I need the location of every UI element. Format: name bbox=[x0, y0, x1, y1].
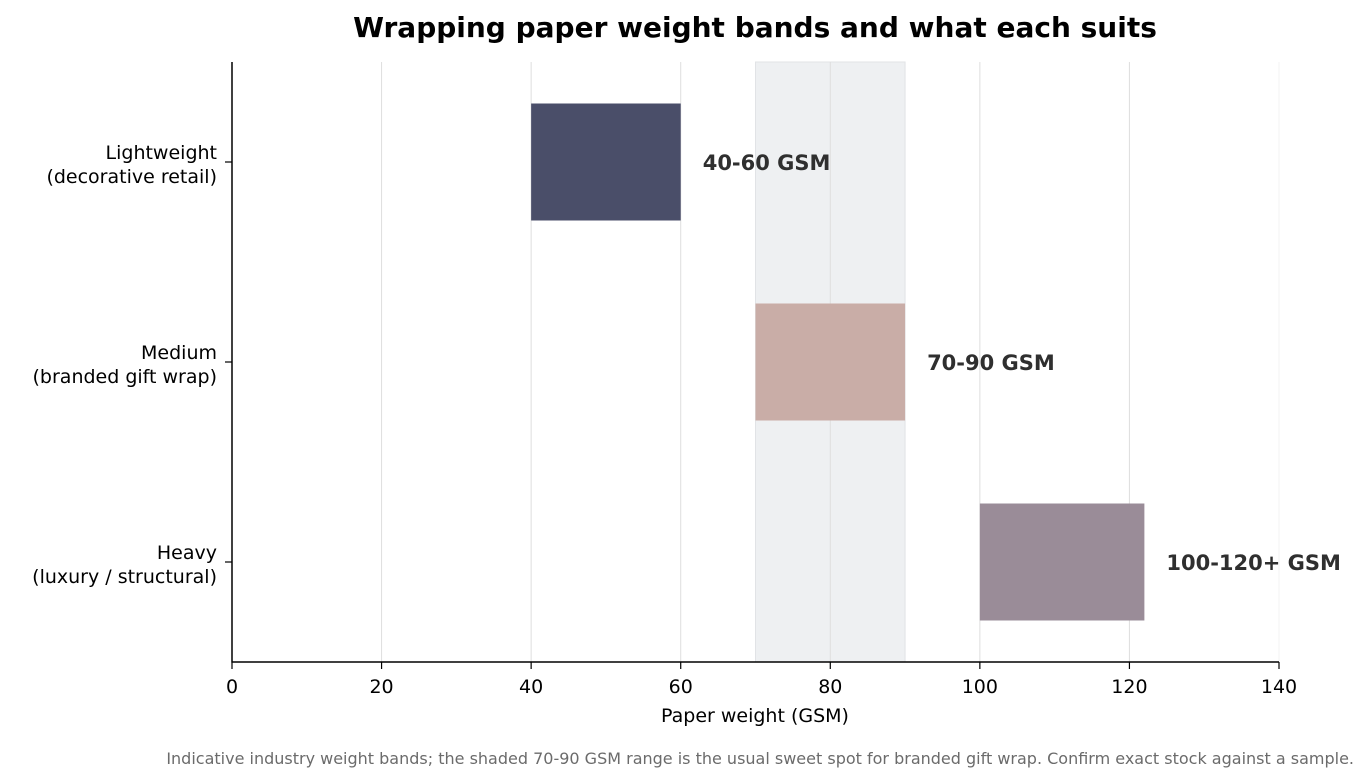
category-label-line1: Heavy bbox=[157, 542, 217, 564]
x-axis-label: Paper weight (GSM) bbox=[661, 705, 849, 727]
bar-layer: 40-60 GSM 70-90 GSM 100-120+ GSM bbox=[531, 103, 1341, 621]
bar-value-label: 40-60 GSM bbox=[703, 151, 831, 175]
category-label-line2: (branded gift wrap) bbox=[33, 366, 217, 388]
x-tick-label: 0 bbox=[226, 676, 238, 698]
category-label-line1: Lightweight bbox=[106, 142, 217, 164]
x-tick-label: 20 bbox=[369, 676, 393, 698]
x-tick-label: 140 bbox=[1261, 676, 1297, 698]
bar-2 bbox=[755, 303, 906, 421]
category-label-line2: (decorative retail) bbox=[46, 166, 217, 188]
bar-value-label: 70-90 GSM bbox=[927, 351, 1055, 375]
axis-layer: 0 20 40 60 80 100 120 140 Lightweight(decorative… bbox=[32, 62, 1297, 698]
bar-3 bbox=[979, 503, 1145, 621]
category-label-line1: Medium bbox=[141, 342, 217, 364]
x-tick-label: 80 bbox=[818, 676, 842, 698]
bar-1 bbox=[531, 103, 681, 221]
x-tick-label: 60 bbox=[669, 676, 693, 698]
bar-value-label: 100-120+ GSM bbox=[1166, 551, 1341, 575]
footnote: Indicative industry weight bands; the sh… bbox=[166, 749, 1354, 768]
x-tick-label: 100 bbox=[962, 676, 998, 698]
x-tick-label: 120 bbox=[1111, 676, 1147, 698]
category-label-line2: (luxury / structural) bbox=[32, 566, 217, 588]
chart-title: Wrapping paper weight bands and what eac… bbox=[353, 11, 1157, 44]
x-tick-label: 40 bbox=[519, 676, 543, 698]
